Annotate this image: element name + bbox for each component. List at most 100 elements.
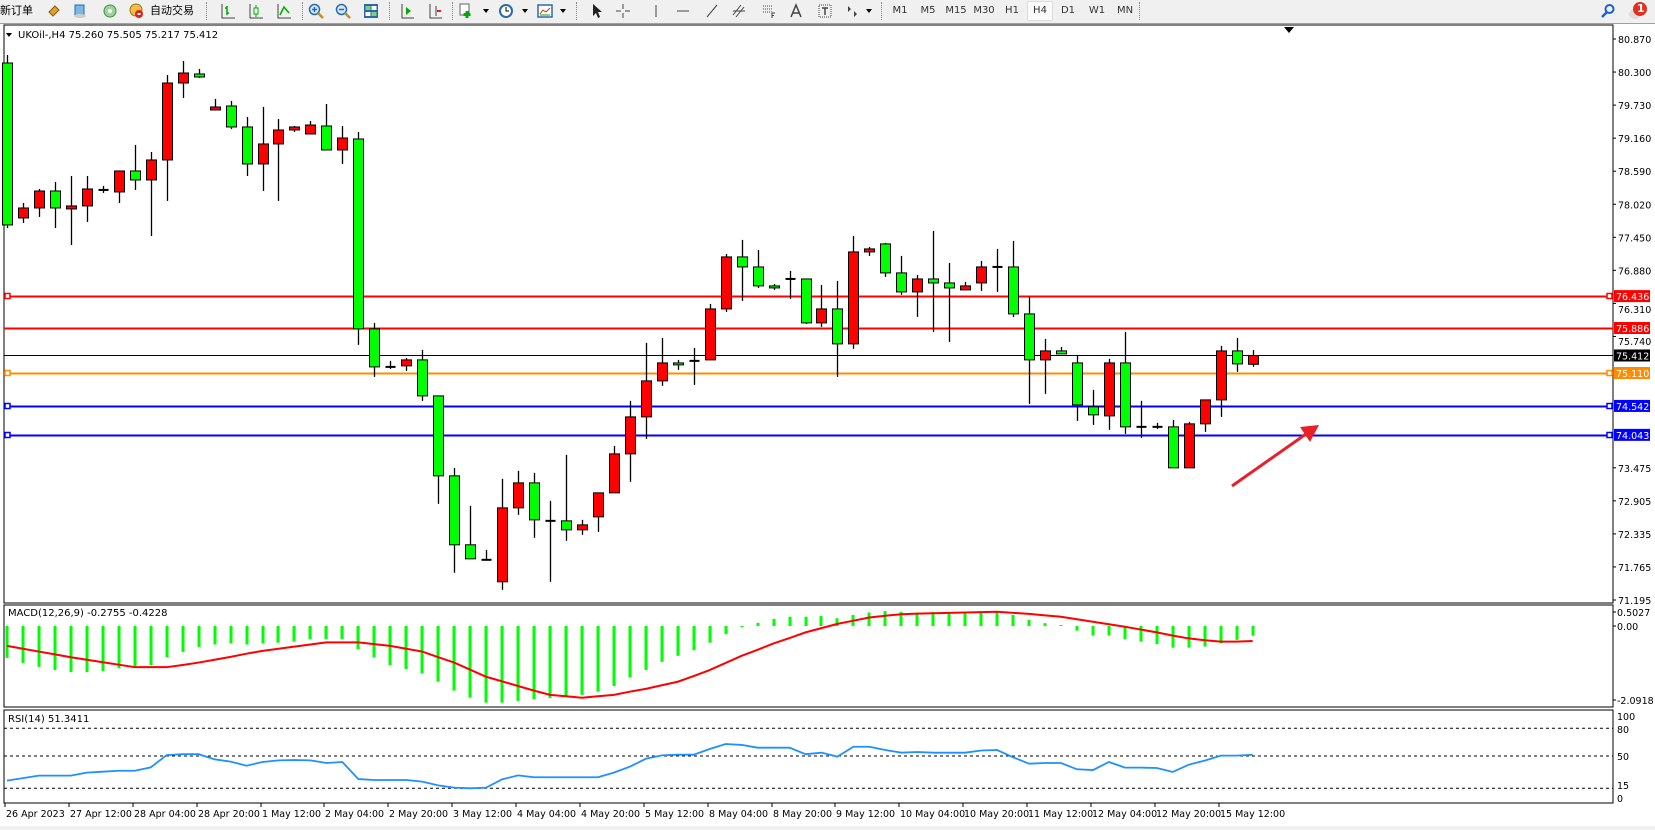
timeframe-mn-button[interactable]: MN bbox=[1116, 5, 1134, 16]
candle-body bbox=[1040, 350, 1051, 361]
macd-histogram-bar bbox=[372, 626, 376, 658]
macd-histogram-bar bbox=[995, 612, 999, 626]
candle-body bbox=[1200, 399, 1211, 425]
market-watch-icon[interactable] bbox=[46, 3, 62, 19]
equidistant-channel-icon[interactable] bbox=[731, 3, 747, 19]
line-anchor-handle[interactable] bbox=[1606, 369, 1613, 377]
chart-menu-triangle-icon[interactable] bbox=[6, 33, 12, 37]
indicators-icon[interactable] bbox=[458, 3, 474, 19]
text-icon[interactable] bbox=[788, 3, 804, 19]
toolbar-separator bbox=[389, 2, 391, 20]
macd-axis-label: 0.5027 bbox=[1617, 608, 1650, 619]
time-axis-label: 11 May 12:00 bbox=[1028, 809, 1093, 820]
macd-histogram-bar bbox=[772, 618, 776, 626]
macd-histogram-bar bbox=[1187, 626, 1191, 648]
candle-body bbox=[625, 416, 636, 455]
line-anchor-handle[interactable] bbox=[1606, 292, 1613, 300]
candle bbox=[194, 68, 205, 78]
data-window-icon[interactable] bbox=[72, 3, 88, 19]
time-axis-label: 26 Apr 2023 bbox=[6, 809, 65, 820]
candle-body bbox=[864, 248, 875, 253]
time-axis-label: 5 May 12:00 bbox=[645, 809, 704, 820]
line-anchor-handle[interactable] bbox=[1606, 431, 1613, 439]
line-anchor-handle[interactable] bbox=[4, 431, 11, 439]
arrows-icon[interactable] bbox=[844, 3, 860, 19]
periods-icon[interactable] bbox=[498, 3, 514, 19]
signals-icon[interactable] bbox=[102, 3, 118, 19]
candle-body bbox=[657, 362, 668, 382]
macd-panel-frame bbox=[3, 604, 1614, 708]
candle-body bbox=[1184, 423, 1195, 469]
timeframe-m30-button[interactable]: M30 bbox=[973, 5, 995, 16]
cursor-icon[interactable] bbox=[589, 3, 605, 19]
horizontal-line-icon[interactable] bbox=[675, 3, 691, 19]
tile-windows-icon[interactable] bbox=[363, 3, 379, 19]
crosshair-icon[interactable] bbox=[615, 3, 631, 19]
vertical-line-icon[interactable] bbox=[648, 3, 664, 19]
timeframe-m5-button[interactable]: M5 bbox=[920, 5, 936, 16]
candle-body bbox=[593, 492, 604, 518]
candlestick-icon[interactable] bbox=[248, 3, 264, 19]
timeframe-h4-button[interactable]: H4 bbox=[1027, 1, 1053, 21]
candle bbox=[689, 347, 700, 385]
macd-histogram-bar bbox=[1139, 626, 1143, 642]
new-order-button[interactable]: 新订单 bbox=[0, 4, 33, 17]
notification-icon[interactable] bbox=[1628, 1, 1648, 21]
templates-icon[interactable] bbox=[537, 3, 553, 19]
time-axis-label: 12 May 20:00 bbox=[1156, 809, 1221, 820]
timeframe-m15-button[interactable]: M15 bbox=[945, 5, 967, 16]
auto-trading-icon[interactable] bbox=[128, 3, 144, 19]
zoom-out-icon[interactable] bbox=[335, 3, 351, 19]
candle-body bbox=[513, 482, 524, 509]
candle-body bbox=[50, 190, 61, 209]
macd-histogram-bar bbox=[420, 626, 424, 674]
candle bbox=[1168, 419, 1179, 469]
chart-title: UKOil-,H4 75.260 75.505 75.217 75.412 bbox=[18, 30, 218, 41]
candle bbox=[34, 188, 45, 217]
candle-body bbox=[258, 143, 269, 165]
candle-body bbox=[753, 266, 764, 287]
trendline-icon[interactable] bbox=[704, 3, 720, 19]
time-axis-label: 28 Apr 20:00 bbox=[198, 809, 260, 820]
line-anchor-handle[interactable] bbox=[1606, 402, 1613, 410]
chart-window[interactable]: 80.870 80.300 79.730 79.160 78.590 78.020 77.4… bbox=[0, 24, 1655, 826]
annotation-arrow[interactable] bbox=[1231, 425, 1319, 488]
fibonacci-icon[interactable] bbox=[761, 3, 777, 19]
chevron-down-icon[interactable] bbox=[522, 9, 528, 13]
price-axis-label: 76.880 bbox=[1618, 266, 1651, 277]
macd-histogram-bar bbox=[436, 626, 440, 682]
candle-body bbox=[609, 453, 620, 494]
price-chart[interactable]: 80.870 80.300 79.730 79.160 78.590 78.020 77.4… bbox=[0, 24, 1655, 826]
auto-trading-button[interactable]: 自动交易 bbox=[150, 4, 194, 17]
chevron-down-icon[interactable] bbox=[866, 9, 872, 13]
line-chart-icon[interactable] bbox=[276, 3, 292, 19]
timeframe-h1-button[interactable]: H1 bbox=[1005, 5, 1019, 16]
candle-body bbox=[273, 129, 284, 145]
candle bbox=[369, 322, 380, 377]
line-anchor-handle[interactable] bbox=[4, 369, 11, 377]
chevron-down-icon[interactable] bbox=[560, 9, 566, 13]
timeframe-m1-button[interactable]: M1 bbox=[892, 5, 908, 16]
chart-shift-marker-icon[interactable] bbox=[1284, 27, 1294, 33]
zoom-in-icon[interactable] bbox=[308, 3, 324, 19]
macd-histogram-bar bbox=[740, 626, 744, 628]
line-anchor-handle[interactable] bbox=[4, 292, 11, 300]
candle bbox=[321, 104, 332, 151]
macd-histogram-bar bbox=[1059, 624, 1063, 626]
candle bbox=[753, 249, 764, 288]
price-axis-label: 73.475 bbox=[1618, 464, 1651, 475]
auto-scroll-icon[interactable] bbox=[399, 3, 415, 19]
timeframe-w1-button[interactable]: W1 bbox=[1088, 5, 1106, 16]
chevron-down-icon[interactable] bbox=[483, 9, 489, 13]
bar-chart-icon[interactable] bbox=[220, 3, 236, 19]
candle bbox=[98, 185, 109, 193]
macd-histogram-bar bbox=[867, 612, 871, 626]
search-icon[interactable] bbox=[1600, 3, 1616, 19]
timeframe-d1-button[interactable]: D1 bbox=[1060, 5, 1076, 16]
candle bbox=[82, 175, 93, 222]
chart-shift-icon[interactable] bbox=[427, 3, 443, 19]
time-axis-label: 8 May 04:00 bbox=[709, 809, 768, 820]
line-anchor-handle[interactable] bbox=[4, 402, 11, 410]
rsi-axis-label: 0 bbox=[1617, 794, 1623, 805]
text-label-icon[interactable] bbox=[817, 3, 833, 19]
